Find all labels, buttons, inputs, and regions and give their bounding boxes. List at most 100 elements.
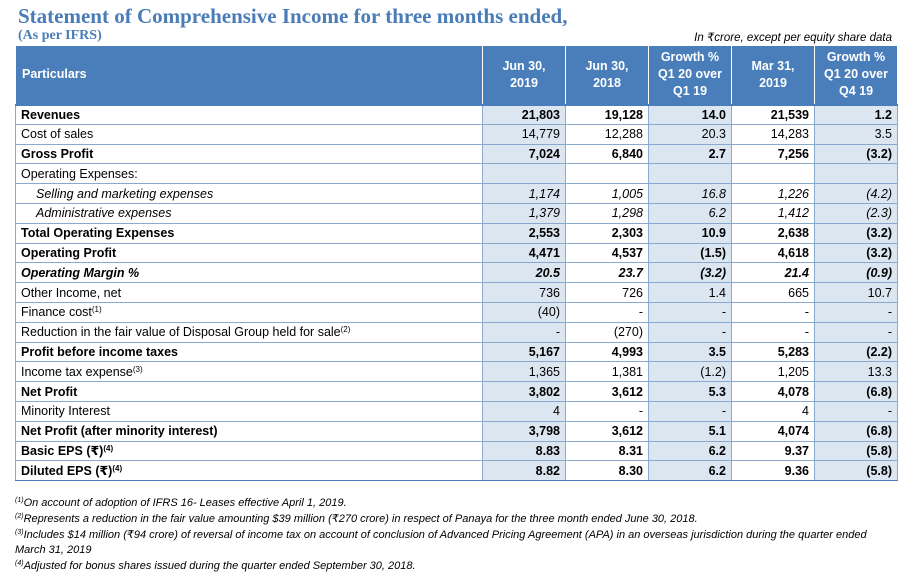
value-cell: 3.5 <box>648 341 732 363</box>
table-row: Net Profit 3,802 3,612 5.3 4,078 (6.8) <box>15 381 898 402</box>
table-row: Net Profit (after minority interest) 3,79… <box>15 420 898 442</box>
value-cell: 19,128 <box>565 103 649 125</box>
row-label-text: Selling and marketing expenses <box>36 186 214 201</box>
row-label: Total Operating Expenses <box>15 222 483 244</box>
row-label-text: Administrative expenses <box>36 206 172 221</box>
header-line: 2018 <box>593 75 621 90</box>
row-label: Administrative expenses <box>15 202 483 224</box>
header-growth-qoq: Growth % Q1 20 over Q4 19 <box>814 45 898 105</box>
row-label-text: Income tax expense <box>21 364 133 379</box>
value-cell: 4,618 <box>731 242 815 264</box>
value-cell: - <box>648 321 732 343</box>
header-growth-yoy: Growth % Q1 20 over Q1 19 <box>648 45 732 105</box>
value-cell: 6.2 <box>648 202 732 224</box>
row-label: Profit before income taxes <box>15 341 483 363</box>
value-cell: (1.5) <box>648 242 732 264</box>
value-cell: (2.2) <box>814 341 898 363</box>
row-label: Income tax expense(3) <box>15 361 483 383</box>
row-label-text: Other Income, net <box>21 285 122 300</box>
footnote-ref: (1) <box>91 305 102 315</box>
value-cell: 4,537 <box>565 242 649 264</box>
row-label: Cost of sales <box>15 123 483 145</box>
value-cell: 6,840 <box>565 143 649 165</box>
row-label-text: Gross Profit <box>21 146 94 161</box>
header-particulars: Particulars <box>15 45 483 105</box>
value-cell: 4 <box>731 400 815 422</box>
row-label-text: Minority Interest <box>21 404 110 419</box>
header-line: Jun 30, <box>502 58 546 73</box>
footnote-ref: (4) <box>103 443 114 453</box>
value-cell: - <box>814 400 898 422</box>
value-cell: 21,803 <box>482 103 566 125</box>
row-label: Basic EPS (₹)(4) <box>15 440 483 462</box>
table-row: Operating Profit 4,471 4,537 (1.5) 4,618 (3.2… <box>15 242 898 264</box>
row-label: Other Income, net <box>15 282 483 303</box>
footnote-mark: (4) <box>15 560 24 568</box>
footnotes: (1)On account of adoption of IFRS 16- Le… <box>15 496 900 575</box>
value-cell: 23.7 <box>565 262 649 284</box>
value-cell: 10.9 <box>648 222 732 244</box>
value-cell: 3,802 <box>482 381 566 402</box>
value-cell: - <box>565 301 649 323</box>
value-cell: 5,283 <box>731 341 815 363</box>
row-label-text: Cost of sales <box>21 127 94 142</box>
value-cell: - <box>814 301 898 323</box>
value-cell: 10.7 <box>814 282 898 303</box>
value-cell: 1,174 <box>482 183 566 204</box>
value-cell <box>731 163 815 185</box>
value-cell: 8.31 <box>565 440 649 462</box>
income-statement-table: Particulars Jun 30, 2019 Jun 30, 2018 Gr… <box>15 45 898 482</box>
table-row: Cost of sales 14,779 12,288 20.3 14,283 3.5 <box>15 123 898 145</box>
value-cell: (1.2) <box>648 361 732 383</box>
footnote: (3)Includes $14 million (₹94 crore) of r… <box>15 528 900 560</box>
value-cell: - <box>482 321 566 343</box>
value-cell: 3.5 <box>814 123 898 145</box>
value-cell <box>482 163 566 185</box>
header-line: Q1 19 <box>672 84 708 99</box>
row-label-text: Net Profit (after minority interest) <box>21 424 218 439</box>
header-line: Q4 19 <box>838 84 874 99</box>
value-cell: 5.3 <box>648 381 732 402</box>
value-cell: 1,365 <box>482 361 566 383</box>
row-label: Diluted EPS (₹)(4) <box>15 460 483 482</box>
footnote-mark: (2) <box>15 512 24 520</box>
value-cell: (6.8) <box>814 381 898 402</box>
value-cell: 1,005 <box>565 183 649 204</box>
value-cell: 9.37 <box>731 440 815 462</box>
table-row: Diluted EPS (₹)(4) 8.82 8.30 6.2 9.36 (5.8) <box>15 460 898 482</box>
table-row: Gross Profit 7,024 6,840 2.7 7,256 (3.2) <box>15 143 898 165</box>
value-cell: 1,381 <box>565 361 649 383</box>
value-cell: (3.2) <box>814 242 898 264</box>
row-label: Operating Expenses: <box>15 163 483 185</box>
value-cell: 665 <box>731 282 815 303</box>
value-cell: (2.3) <box>814 202 898 224</box>
footnote: (1)On account of adoption of IFRS 16- Le… <box>15 496 900 512</box>
table-row: Minority Interest 4- -4- <box>15 400 898 422</box>
value-cell: (4.2) <box>814 183 898 204</box>
value-cell: 3,612 <box>565 420 649 442</box>
value-cell: - <box>648 400 732 422</box>
value-cell: 1,205 <box>731 361 815 383</box>
table-row: Basic EPS (₹)(4) 8.83 8.31 6.2 9.37 (5.8) <box>15 440 898 462</box>
value-cell: (3.2) <box>648 262 732 284</box>
value-cell: - <box>814 321 898 343</box>
value-cell: 3,612 <box>565 381 649 402</box>
table-row: Administrative expenses 1,379 1,298 6.2 1,41… <box>15 202 898 224</box>
value-cell: 12,288 <box>565 123 649 145</box>
table-header-row: Particulars Jun 30, 2019 Jun 30, 2018 Gr… <box>15 45 898 105</box>
value-cell: 1,379 <box>482 202 566 224</box>
value-cell: 1,298 <box>565 202 649 224</box>
value-cell: 4,471 <box>482 242 566 264</box>
page-subtitle: (As per IFRS) <box>18 28 102 43</box>
value-cell: 7,024 <box>482 143 566 165</box>
value-cell: 2,638 <box>731 222 815 244</box>
table-row: Operating Margin % 20.5 23.7 (3.2) 21.4 (0.9) <box>15 262 898 284</box>
value-cell: (3.2) <box>814 222 898 244</box>
value-cell: 736 <box>482 282 566 303</box>
table-row: Other Income, net 736 726 1.4 665 10.7 <box>15 282 898 303</box>
row-label: Net Profit (after minority interest) <box>15 420 483 442</box>
value-cell: 21,539 <box>731 103 815 125</box>
value-cell: 5.1 <box>648 420 732 442</box>
value-cell: - <box>731 321 815 343</box>
table-row: Selling and marketing expenses 1,174 1,005… <box>15 183 898 204</box>
